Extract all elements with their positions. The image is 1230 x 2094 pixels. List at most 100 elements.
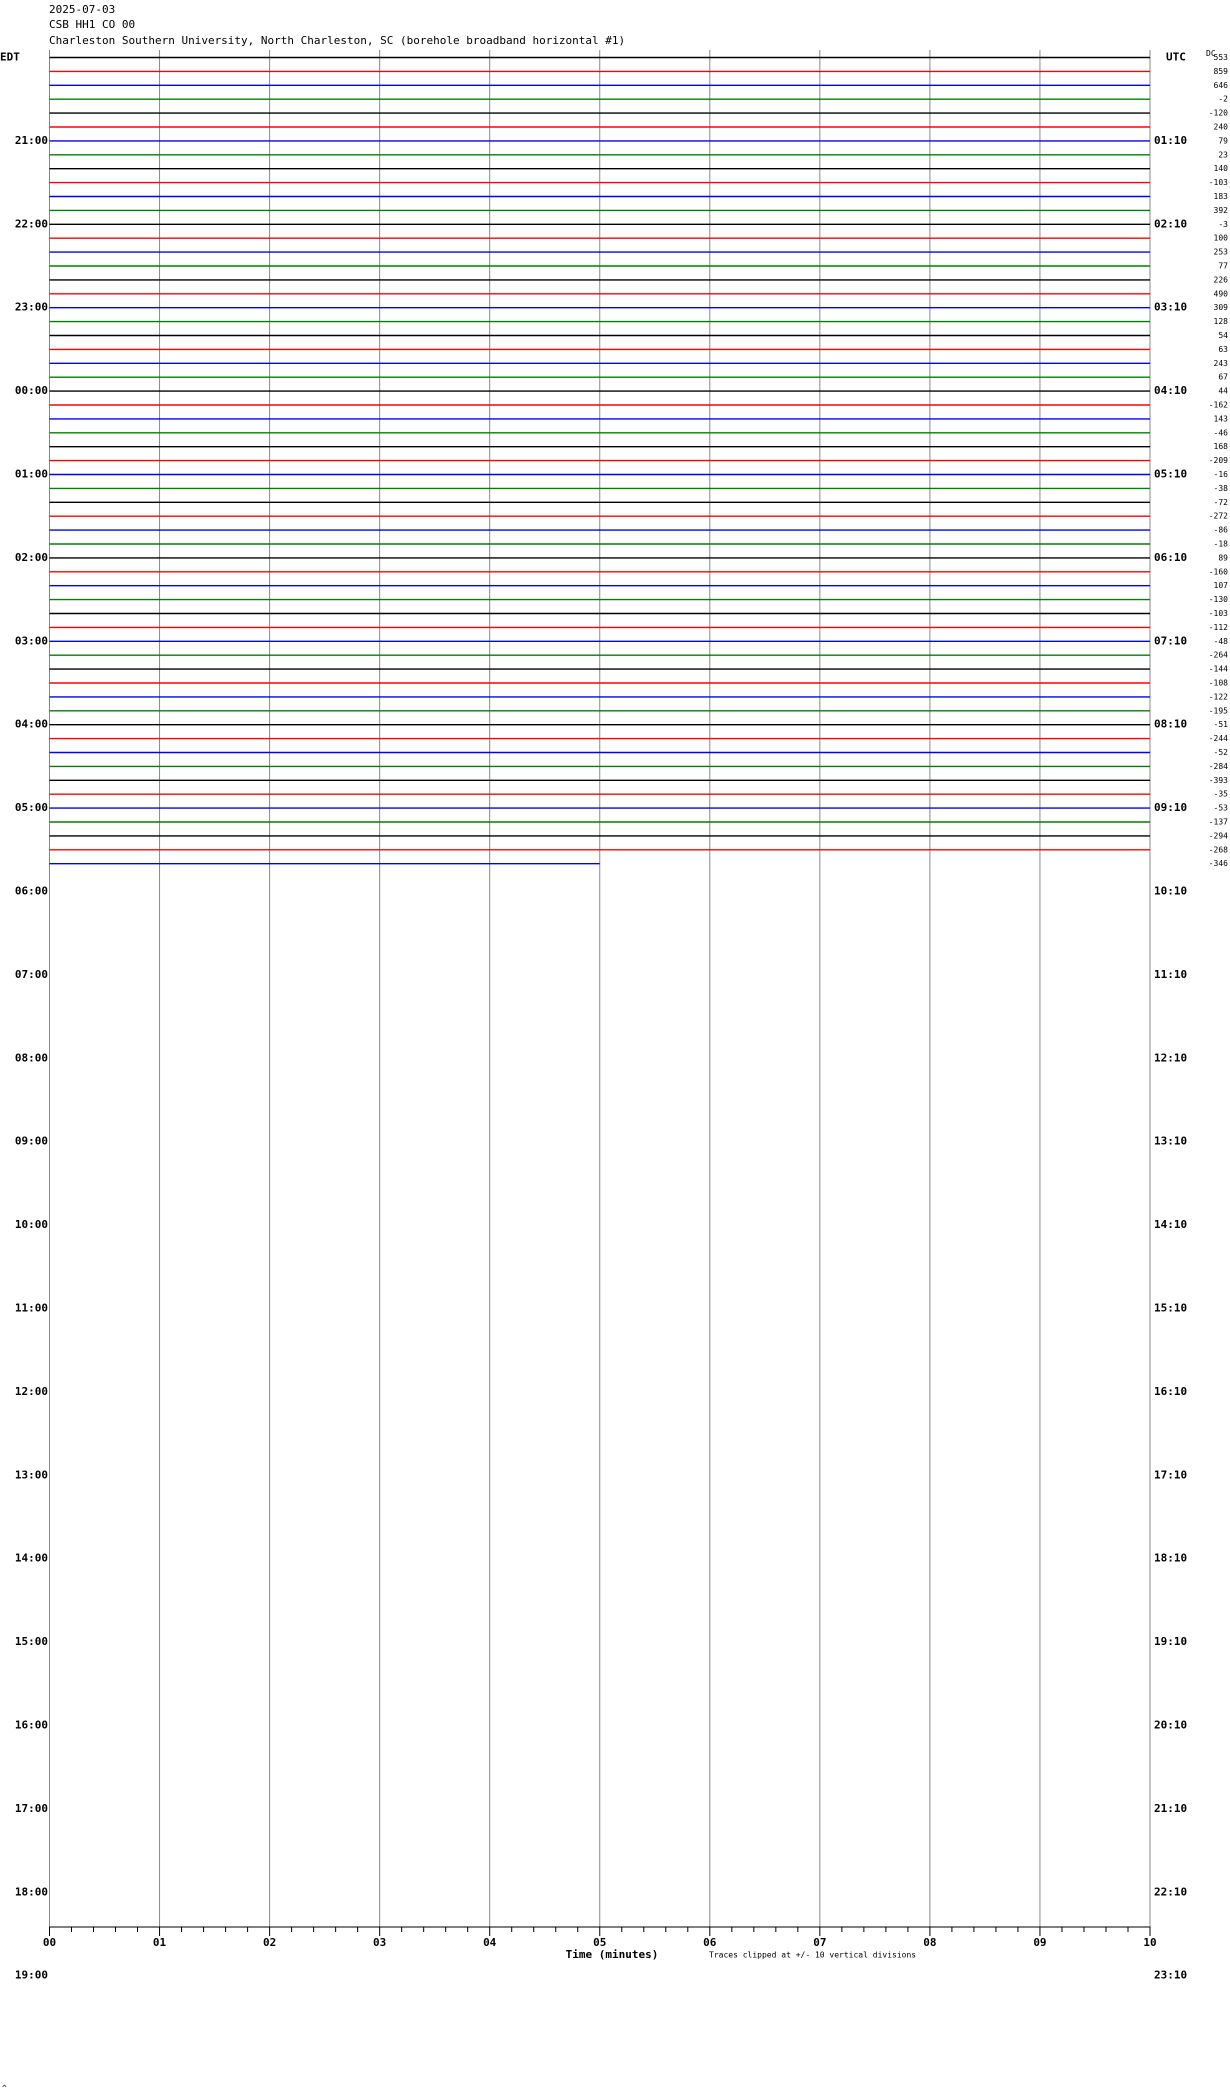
x-tick-label: 09 bbox=[1033, 1936, 1046, 1949]
edt-label: 12:00 bbox=[15, 1385, 48, 1398]
x-axis-label: Time (minutes) bbox=[566, 1948, 659, 1961]
x-tick-label: 01 bbox=[153, 1936, 167, 1949]
utc-label: 14:10 bbox=[1154, 1218, 1187, 1231]
utc-label: 02:10 bbox=[1154, 217, 1187, 230]
x-tick-label: 07 bbox=[813, 1936, 826, 1949]
dc-value: -53 bbox=[1214, 804, 1229, 813]
dc-value: -112 bbox=[1209, 623, 1228, 632]
edt-label: 17:00 bbox=[15, 1802, 48, 1815]
dc-value: -122 bbox=[1209, 692, 1228, 701]
utc-label: 08:10 bbox=[1154, 718, 1187, 731]
utc-label: 05:10 bbox=[1154, 468, 1187, 481]
utc-label: 06:10 bbox=[1154, 551, 1187, 564]
dc-value: 67 bbox=[1218, 373, 1228, 382]
utc-label: 13:10 bbox=[1154, 1135, 1187, 1148]
dc-value: -120 bbox=[1209, 109, 1228, 118]
dc-value: 243 bbox=[1214, 359, 1229, 368]
x-tick-label: 06 bbox=[703, 1936, 717, 1949]
edt-label: 03:00 bbox=[15, 634, 48, 647]
dc-value: 168 bbox=[1214, 442, 1229, 451]
utc-label: 09:10 bbox=[1154, 801, 1187, 814]
location: Charleston Southern University, North Ch… bbox=[49, 34, 625, 47]
utc-label: 16:10 bbox=[1154, 1385, 1187, 1398]
dc-value: 107 bbox=[1214, 581, 1229, 590]
utc-label: 11:10 bbox=[1154, 968, 1187, 981]
utc-label: 17:10 bbox=[1154, 1468, 1187, 1481]
dc-value: -103 bbox=[1209, 609, 1228, 618]
edt-label: 10:00 bbox=[15, 1218, 48, 1231]
dc-value: -162 bbox=[1209, 401, 1228, 410]
edt-label: 08:00 bbox=[15, 1051, 48, 1064]
edt-label: 11:00 bbox=[15, 1302, 48, 1315]
corner-mark: ^ bbox=[2, 2084, 7, 2093]
date: 2025-07-03 bbox=[49, 3, 115, 16]
x-tick-label: 05 bbox=[593, 1936, 606, 1949]
dc-value: -393 bbox=[1209, 776, 1228, 785]
dc-value: 79 bbox=[1218, 136, 1228, 145]
right-label: UTC bbox=[1166, 51, 1186, 64]
edt-label: 19:00 bbox=[15, 1969, 48, 1982]
note: Traces clipped at +/- 10 vertical divisi… bbox=[709, 1951, 916, 1960]
dc-value: -52 bbox=[1214, 748, 1229, 757]
dc-value: -160 bbox=[1209, 567, 1228, 576]
x-tick-label: 00 bbox=[43, 1936, 56, 1949]
dc-value: -137 bbox=[1209, 818, 1228, 827]
dc-value: -195 bbox=[1209, 706, 1228, 715]
station: CSB HH1 CO 00 bbox=[49, 18, 135, 31]
dc-value: -16 bbox=[1214, 470, 1229, 479]
dc-value: -51 bbox=[1214, 720, 1229, 729]
utc-label: 03:10 bbox=[1154, 301, 1187, 314]
dc-value: 77 bbox=[1218, 262, 1228, 271]
dc-value: -272 bbox=[1209, 512, 1228, 521]
dc-value: -108 bbox=[1209, 679, 1228, 688]
edt-label: 23:00 bbox=[15, 301, 48, 314]
dc-value: -284 bbox=[1209, 762, 1228, 771]
dc-value: -130 bbox=[1209, 595, 1228, 604]
edt-label: 01:00 bbox=[15, 468, 48, 481]
edt-label: 09:00 bbox=[15, 1135, 48, 1148]
x-tick-label: 02 bbox=[263, 1936, 276, 1949]
dc-value: 859 bbox=[1214, 67, 1229, 76]
dc-value: 44 bbox=[1218, 387, 1228, 396]
dc-value: -18 bbox=[1214, 540, 1229, 549]
utc-label: 18:10 bbox=[1154, 1552, 1187, 1565]
utc-label: 23:10 bbox=[1154, 1969, 1187, 1982]
x-tick-label: 03 bbox=[373, 1936, 386, 1949]
dc-value: -264 bbox=[1209, 651, 1228, 660]
edt-label: 05:00 bbox=[15, 801, 48, 814]
dc-value: 392 bbox=[1214, 206, 1229, 215]
dc-value: -268 bbox=[1209, 845, 1228, 854]
dc-value: 89 bbox=[1218, 553, 1228, 562]
dc-value: 646 bbox=[1214, 81, 1229, 90]
dc-value: 553 bbox=[1214, 53, 1229, 62]
dc-value: 240 bbox=[1214, 123, 1229, 132]
edt-label: 16:00 bbox=[15, 1719, 48, 1732]
utc-label: 19:10 bbox=[1154, 1635, 1187, 1648]
dc-value: 140 bbox=[1214, 164, 1229, 173]
dc-value: -35 bbox=[1214, 790, 1229, 799]
edt-label: 13:00 bbox=[15, 1468, 48, 1481]
dc-value: -3 bbox=[1218, 220, 1228, 229]
edt-label: 21:00 bbox=[15, 134, 48, 147]
edt-label: 00:00 bbox=[15, 384, 48, 397]
dc-value: -46 bbox=[1214, 428, 1229, 437]
dc-value: 309 bbox=[1214, 303, 1229, 312]
edt-label: 06:00 bbox=[15, 885, 48, 898]
dc-value: 100 bbox=[1214, 234, 1229, 243]
dc-value: 253 bbox=[1214, 248, 1229, 257]
utc-label: 10:10 bbox=[1154, 885, 1187, 898]
dc-value: -294 bbox=[1209, 831, 1228, 840]
dc-value: -244 bbox=[1209, 734, 1228, 743]
dc-value: -144 bbox=[1209, 665, 1228, 674]
utc-label: 01:10 bbox=[1154, 134, 1187, 147]
edt-label: 07:00 bbox=[15, 968, 48, 981]
dc-value: 143 bbox=[1214, 414, 1229, 423]
dc-value: 128 bbox=[1214, 317, 1229, 326]
dc-value: -86 bbox=[1214, 526, 1229, 535]
dc-value: -72 bbox=[1214, 498, 1229, 507]
x-tick-label: 08 bbox=[923, 1936, 936, 1949]
dc-value: -346 bbox=[1209, 859, 1228, 868]
dc-value: -209 bbox=[1209, 456, 1228, 465]
left-label: EDT bbox=[0, 51, 20, 64]
